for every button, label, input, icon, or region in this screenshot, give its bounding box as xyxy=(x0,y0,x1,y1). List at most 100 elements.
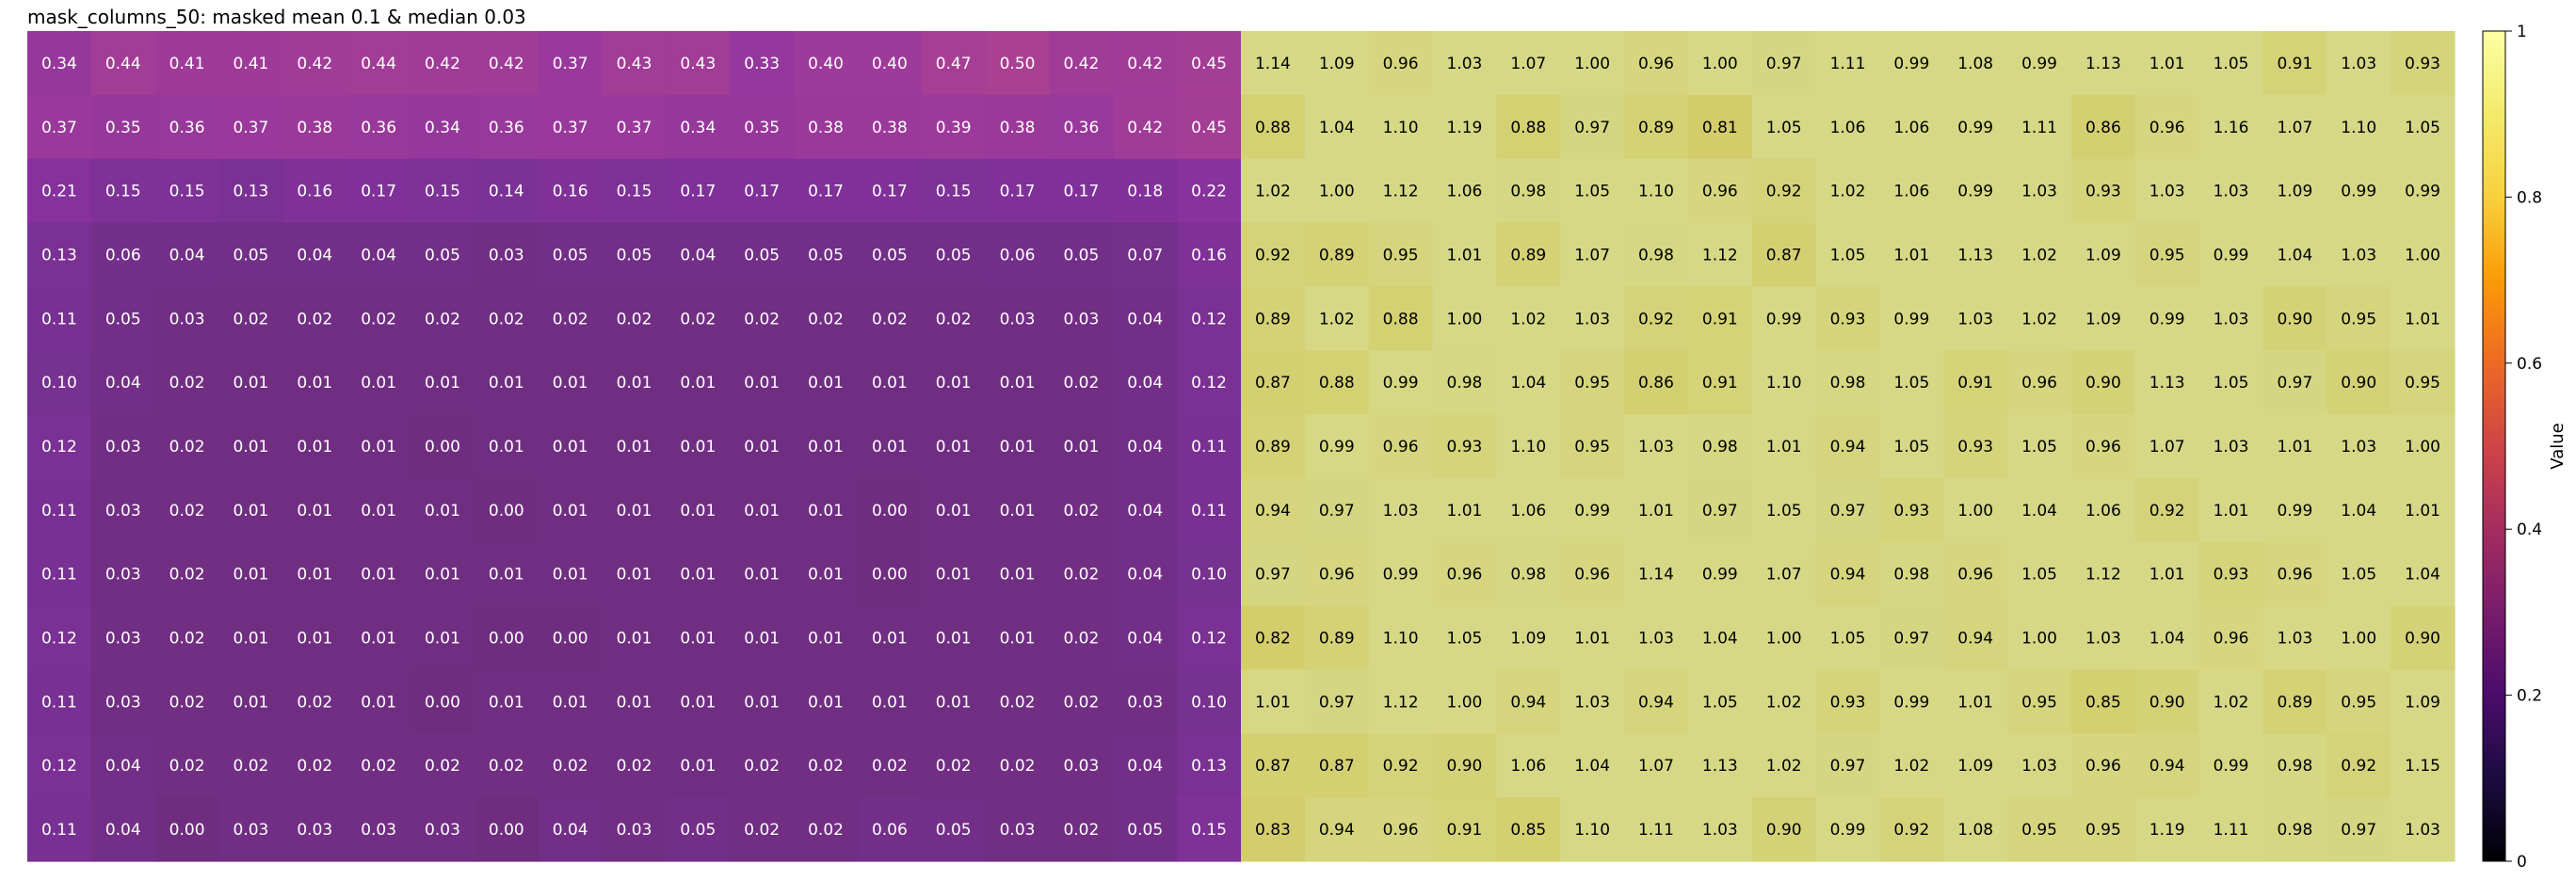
heatmap-cell xyxy=(538,733,604,798)
heatmap-cell xyxy=(411,605,475,671)
colorbar-gradient xyxy=(2482,30,2506,862)
heatmap-cell-label: 0.01 xyxy=(808,374,844,392)
heatmap-cell xyxy=(2134,158,2200,224)
heatmap-cell xyxy=(411,158,475,224)
heatmap-cell-label: 0.11 xyxy=(41,693,77,712)
heatmap-cell xyxy=(1496,94,1561,160)
heatmap-cell-label: 1.05 xyxy=(2341,566,2376,585)
heatmap-cell xyxy=(1241,31,1306,96)
heatmap-cell xyxy=(2391,477,2455,543)
heatmap-cell xyxy=(411,669,475,734)
heatmap-cell-label: 0.01 xyxy=(680,693,716,712)
heatmap-cell-label: 1.03 xyxy=(2214,438,2249,457)
heatmap-cell-label: 0.06 xyxy=(105,246,141,264)
heatmap-cell-label: 0.01 xyxy=(936,438,972,457)
heatmap-cell xyxy=(474,286,539,351)
heatmap-cell-label: 0.01 xyxy=(233,502,269,521)
heatmap-cell-label: 0.93 xyxy=(1830,693,1866,712)
heatmap-cell-label: 0.03 xyxy=(105,630,141,649)
heatmap-cell xyxy=(1113,797,1178,862)
heatmap-cell xyxy=(1177,733,1242,798)
heatmap-cell xyxy=(730,733,795,798)
heatmap-cell xyxy=(1049,286,1114,351)
heatmap-cell xyxy=(1432,414,1497,479)
heatmap-cell xyxy=(1113,733,1178,798)
heatmap-cell xyxy=(857,94,923,160)
heatmap-cell xyxy=(730,797,795,862)
heatmap-cell-label: 0.02 xyxy=(1063,630,1099,649)
heatmap-cell xyxy=(1368,477,1434,543)
heatmap-cell xyxy=(346,158,411,224)
heatmap-cell-label: 0.02 xyxy=(744,821,780,840)
heatmap-cell-label: 0.21 xyxy=(41,183,77,201)
heatmap-cell-label: 1.04 xyxy=(1574,757,1610,776)
heatmap-cell-label: 0.03 xyxy=(169,310,205,328)
heatmap-cell xyxy=(730,31,795,96)
heatmap-cell xyxy=(90,286,156,351)
heatmap-cell-label: 0.83 xyxy=(1255,821,1291,840)
heatmap-cell-label: 0.05 xyxy=(233,246,269,264)
heatmap-cell-label: 1.06 xyxy=(1893,183,1929,201)
heatmap-cell-label: 1.01 xyxy=(1447,246,1483,264)
heatmap-cell-label: 1.03 xyxy=(2277,630,2312,649)
heatmap-cell-label: 0.01 xyxy=(680,757,716,776)
heatmap-cell xyxy=(2007,477,2072,543)
heatmap-cell-label: 1.02 xyxy=(1766,693,1802,712)
heatmap-cell xyxy=(1241,94,1306,160)
heatmap-cell xyxy=(282,797,347,862)
colorbar: 0 0.2 0.4 0.6 0.8 1 Value xyxy=(2482,23,2568,872)
heatmap-cell-label: 0.98 xyxy=(2277,757,2312,776)
heatmap-cell xyxy=(218,158,283,224)
heatmap-cell xyxy=(2134,286,2200,351)
heatmap-cell-label: 0.12 xyxy=(1191,374,1227,392)
heatmap-cell xyxy=(411,477,475,543)
heatmap-cell xyxy=(602,158,668,224)
heatmap-cell xyxy=(2198,94,2264,160)
colorbar-tick-label: 0.4 xyxy=(2517,521,2542,539)
heatmap-cell xyxy=(2262,31,2327,96)
heatmap-cell xyxy=(985,477,1051,543)
heatmap-cell xyxy=(2326,414,2391,479)
heatmap-cell-label: 1.07 xyxy=(1766,566,1802,585)
heatmap-cell-label: 0.38 xyxy=(297,119,332,137)
heatmap-cell xyxy=(794,477,859,543)
heatmap-cell-label: 0.97 xyxy=(1702,502,1738,521)
heatmap-cell-label: 1.11 xyxy=(2214,821,2249,840)
heatmap-cell-label: 1.01 xyxy=(2149,55,2185,73)
heatmap-cell xyxy=(1241,605,1306,671)
heatmap-cell xyxy=(1496,733,1561,798)
heatmap-cell xyxy=(154,286,220,351)
heatmap-cell xyxy=(2391,350,2455,415)
heatmap-cell xyxy=(921,797,987,862)
heatmap-cell-label: 0.01 xyxy=(808,693,844,712)
heatmap-cell-label: 0.05 xyxy=(105,310,141,328)
heatmap-cell xyxy=(1624,477,1689,543)
heatmap-cell-label: 0.95 xyxy=(2341,693,2376,712)
heatmap-cell-label: 0.01 xyxy=(233,693,269,712)
heatmap-cell xyxy=(1368,797,1434,862)
heatmap-cell xyxy=(1751,286,1817,351)
heatmap-cell-label: 1.09 xyxy=(2277,183,2312,201)
heatmap-cell-label: 0.39 xyxy=(936,119,972,137)
heatmap-cell xyxy=(1624,414,1689,479)
heatmap-cell-label: 1.01 xyxy=(1447,502,1483,521)
heatmap-cell xyxy=(1751,733,1817,798)
heatmap-cell xyxy=(1751,541,1817,607)
heatmap-cell-label: 0.02 xyxy=(169,693,205,712)
heatmap-cell-label: 1.03 xyxy=(2021,757,2057,776)
heatmap-cell xyxy=(1049,414,1114,479)
heatmap-cell xyxy=(1432,733,1497,798)
heatmap-cell xyxy=(2391,286,2455,351)
heatmap-cell-label: 0.43 xyxy=(617,55,652,73)
heatmap-cell xyxy=(1560,605,1625,671)
heatmap-cell xyxy=(794,733,859,798)
heatmap-cell-label: 0.37 xyxy=(553,55,588,73)
heatmap-cell xyxy=(921,31,987,96)
heatmap-cell xyxy=(2198,669,2264,734)
heatmap-cell-label: 0.36 xyxy=(489,119,524,137)
heatmap-cell xyxy=(346,31,411,96)
heatmap-cell xyxy=(1368,605,1434,671)
heatmap-cell-label: 1.07 xyxy=(1638,757,1674,776)
heatmap-cell-label: 0.01 xyxy=(425,566,460,585)
heatmap-cell-label: 0.95 xyxy=(1383,246,1419,264)
